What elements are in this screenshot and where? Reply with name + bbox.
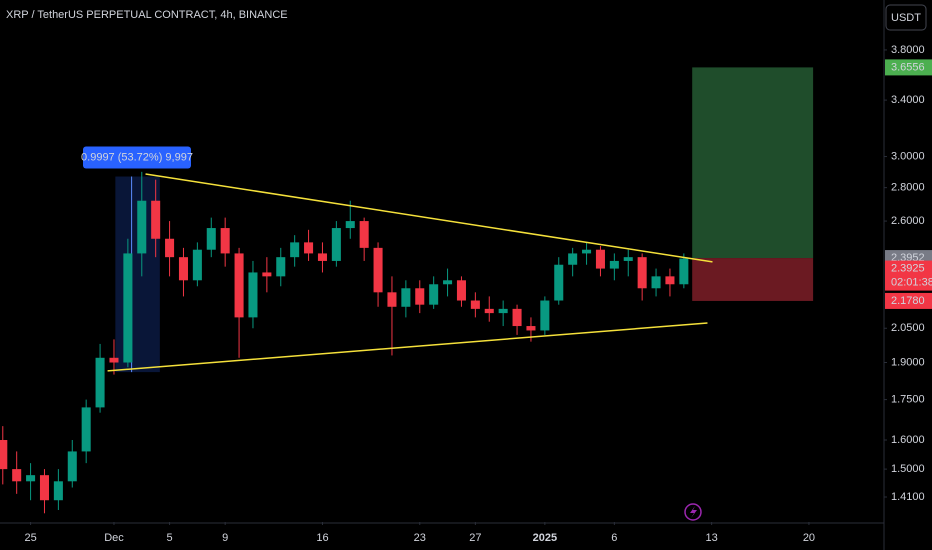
candle-body: [415, 288, 425, 305]
candle-body: [401, 288, 411, 307]
measure-label: 0.9997 (53.72%) 9,997: [81, 151, 193, 163]
candle-body: [262, 272, 272, 277]
currency-button[interactable]: [885, 4, 927, 31]
candle-body: [248, 272, 258, 318]
x-tick-label: 23: [414, 532, 426, 544]
target-price-box: [885, 59, 932, 76]
candle-body: [220, 228, 230, 254]
stop-price-box: [885, 292, 932, 309]
chart-title: XRP / TetherUS PERPETUAL CONTRACT, 4h, B…: [6, 9, 288, 21]
target-price: 3.6556: [891, 61, 925, 73]
candle-body: [276, 257, 286, 277]
trend-line: [145, 173, 713, 263]
y-tick-label: 1.5000: [891, 463, 925, 475]
candle-body: [484, 308, 494, 314]
candle-body: [387, 292, 397, 307]
candle-body: [304, 242, 314, 254]
x-tick-label: 16: [316, 532, 328, 544]
candle-body: [26, 475, 36, 482]
candle-body: [67, 451, 77, 482]
x-tick-label: 2025: [533, 532, 557, 544]
stop-zone: [692, 258, 814, 301]
stop-price: 2.1780: [891, 295, 925, 307]
candle-body: [498, 308, 508, 314]
candle-body: [373, 247, 383, 293]
x-tick-label: 20: [803, 532, 815, 544]
candle-body: [234, 253, 244, 318]
candle-body: [512, 308, 522, 327]
candle-body: [81, 407, 91, 452]
countdown: 02:01:38: [891, 276, 932, 288]
candle-body: [165, 238, 175, 258]
candle-body: [53, 481, 63, 501]
trend-line: [107, 322, 708, 372]
candle-body: [345, 221, 355, 229]
y-tick-label: 3.4000: [891, 94, 925, 106]
x-tick-label: 25: [24, 532, 36, 544]
candle-body: [137, 200, 147, 254]
last-price-box: [885, 260, 932, 291]
candle-body: [665, 276, 675, 285]
y-tick-label: 2.0500: [891, 322, 925, 334]
y-tick-label: 3.8000: [891, 44, 925, 56]
candle-body: [526, 326, 536, 331]
profit-zone: [692, 67, 814, 259]
candle-body: [0, 440, 8, 470]
x-tick-label: 27: [469, 532, 481, 544]
candle-body: [123, 253, 133, 363]
candle-body: [429, 284, 439, 305]
x-tick-label: 5: [167, 532, 173, 544]
candle-body: [568, 253, 578, 265]
y-tick-label: 2.8000: [891, 182, 925, 194]
x-tick-label: Dec: [104, 532, 124, 544]
candle-body: [582, 249, 592, 254]
y-tick-label: 1.6000: [891, 434, 925, 446]
candle-body: [151, 200, 161, 239]
candle-body: [595, 249, 605, 269]
candle-body: [317, 253, 327, 261]
candle-body: [637, 257, 647, 289]
candle-body: [359, 221, 369, 248]
lightning-icon[interactable]: [684, 503, 702, 521]
last-price: 2.3925: [891, 262, 925, 274]
candle-body: [109, 357, 119, 363]
candle-body: [12, 469, 22, 482]
candle-body: [679, 258, 689, 285]
candle-body: [39, 475, 49, 501]
candle-body: [206, 228, 216, 250]
x-tick-label: 6: [611, 532, 617, 544]
candle-body: [470, 300, 480, 309]
candle-body: [609, 260, 619, 269]
y-tick-label: 1.7500: [891, 394, 925, 406]
candle-body: [651, 276, 661, 289]
candle-body: [456, 280, 466, 301]
y-tick-label: 1.9000: [891, 356, 925, 368]
candle-body: [443, 280, 453, 285]
candle-body: [95, 357, 105, 408]
candle-body: [178, 257, 188, 281]
y-tick-label: 1.4100: [891, 491, 925, 503]
candle-body: [192, 249, 202, 281]
candle-body: [554, 264, 564, 301]
x-tick-label: 13: [706, 532, 718, 544]
y-tick-label: 2.6000: [891, 215, 925, 227]
candle-body: [331, 228, 341, 261]
measure-label-box: [83, 146, 191, 169]
currency-label[interactable]: USDT: [891, 12, 921, 24]
candle-body: [540, 300, 550, 331]
y-tick-label: 3.0000: [891, 150, 925, 162]
candle-body: [623, 257, 633, 261]
x-tick-label: 9: [222, 532, 228, 544]
candle-body: [290, 242, 300, 258]
